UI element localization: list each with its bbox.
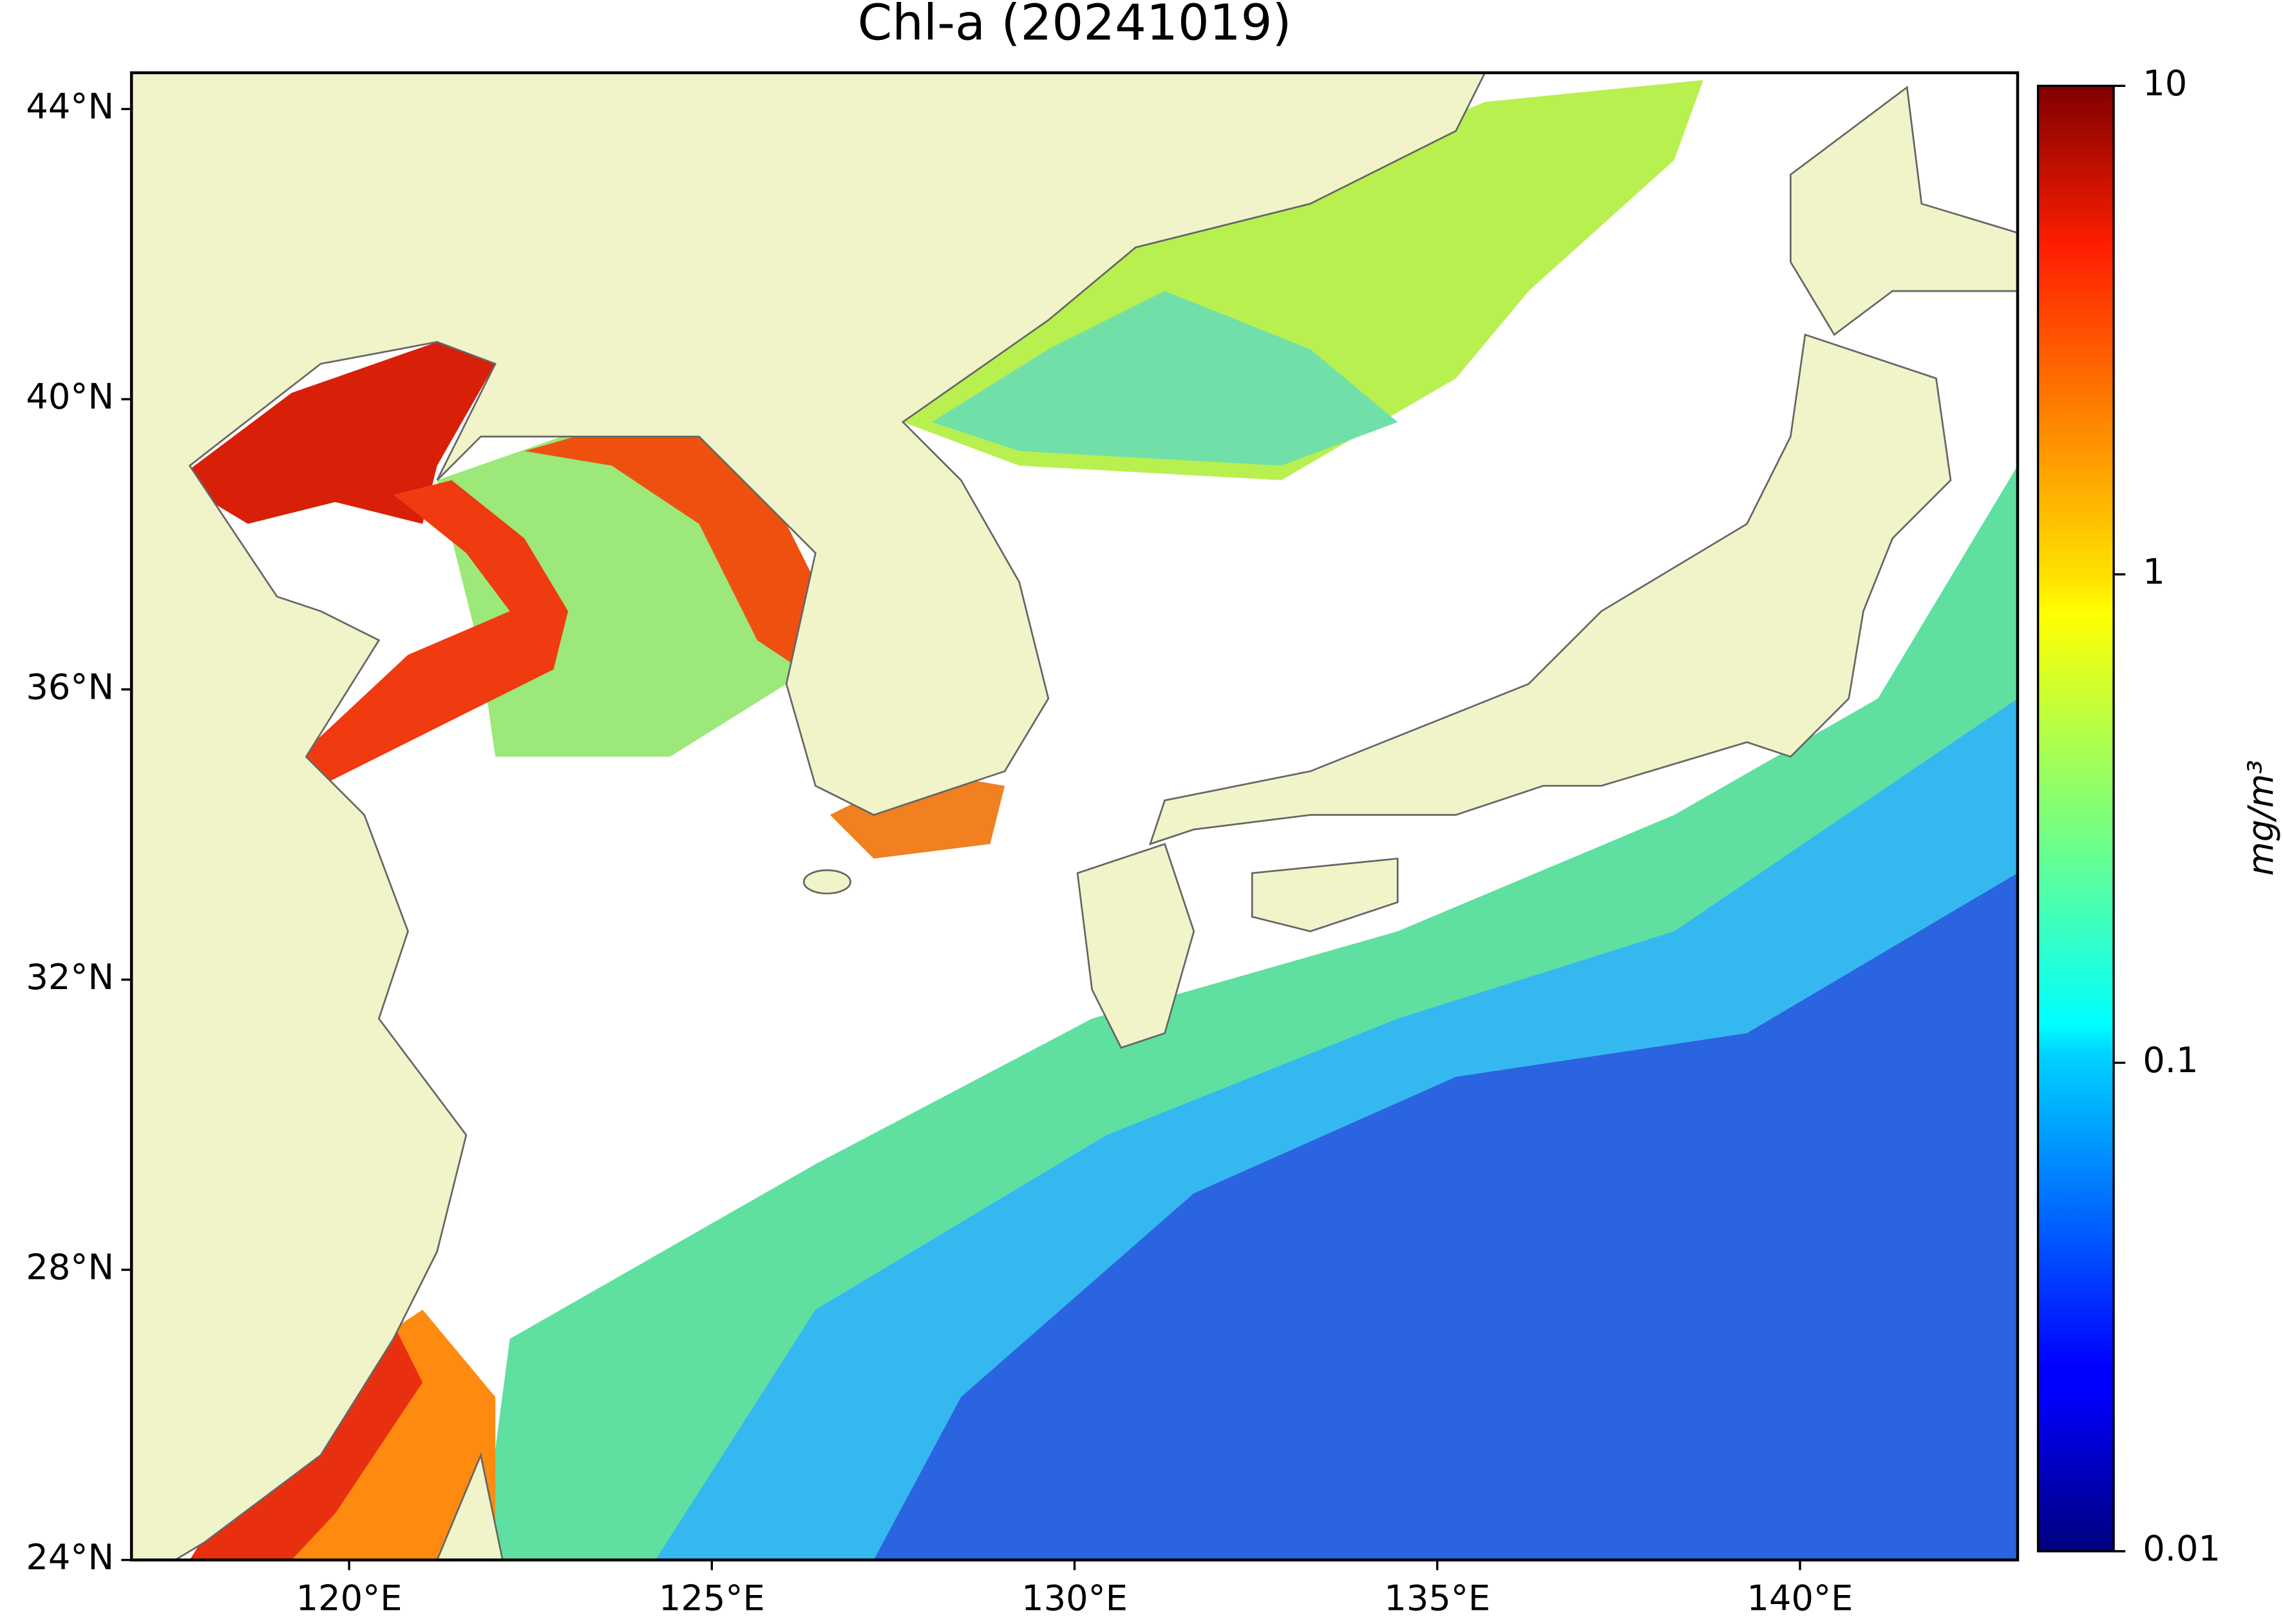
land-hokkaido — [1790, 86, 2018, 336]
bohai-bloom — [175, 342, 496, 524]
y-tick-label: 28°N — [26, 1247, 114, 1288]
land-honshu — [1148, 333, 1952, 845]
map-area — [131, 72, 2018, 1560]
land-shikoku — [1251, 857, 1399, 932]
y-tick-label: 36°N — [26, 666, 114, 707]
colorbar — [2036, 84, 2115, 1553]
colorbar-label: mg/m³ — [2240, 760, 2281, 876]
yellow-sea-bloom — [524, 422, 816, 670]
land-kyushu — [1076, 843, 1195, 1049]
land-asia — [131, 72, 1486, 1560]
y-tick-label: 44°N — [26, 86, 114, 127]
x-tick-label: 135°E — [1384, 1578, 1490, 1618]
deep-water — [873, 873, 2018, 1560]
east-sea-water — [932, 290, 1398, 466]
x-tick-label: 120°E — [296, 1578, 403, 1618]
land-taiwan — [436, 1452, 504, 1560]
x-tick-label: 125°E — [659, 1578, 765, 1618]
yellow-sea-bloom — [299, 480, 569, 786]
x-tick-label: 130°E — [1021, 1578, 1128, 1618]
colorbar-tick-label: 0.1 — [2143, 1040, 2198, 1081]
colorbar-tick-label: 10 — [2143, 63, 2187, 104]
x-tick-label: 140°E — [1747, 1578, 1853, 1618]
y-tick-label: 32°N — [26, 957, 114, 997]
y-tick-label: 24°N — [26, 1537, 114, 1578]
map-title: Chl-a (20241019) — [858, 0, 1292, 52]
colorbar-tick-label: 0.01 — [2143, 1529, 2221, 1569]
colorbar-tick-label: 1 — [2143, 552, 2165, 592]
land-jeju — [802, 869, 851, 894]
y-tick-label: 40°N — [26, 377, 114, 417]
